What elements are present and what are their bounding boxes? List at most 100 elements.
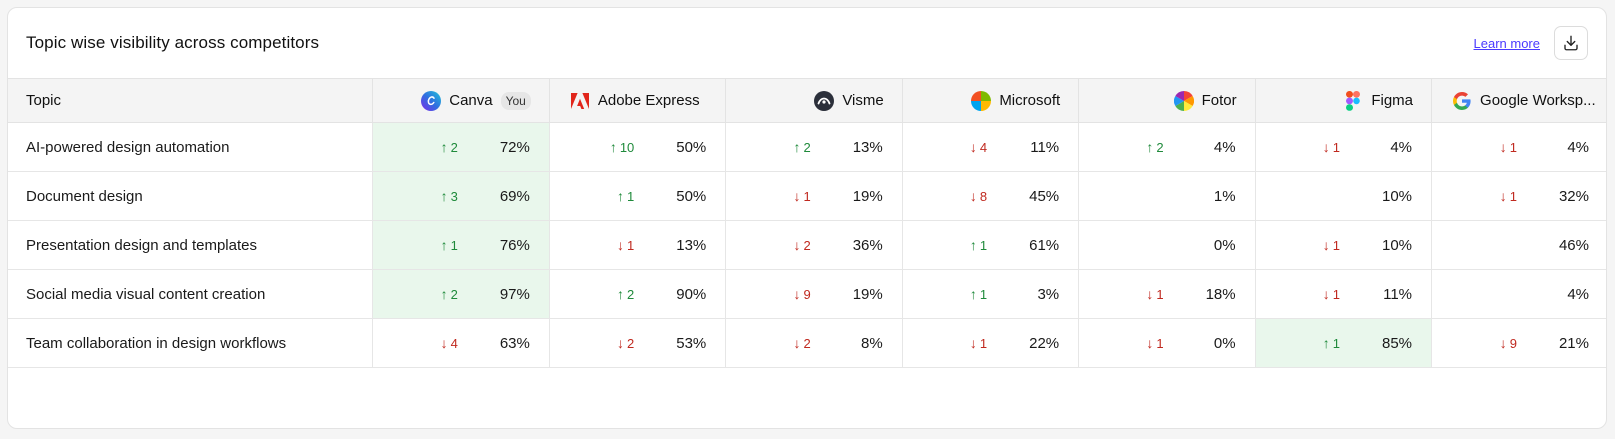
- visibility-cell: ↓ 8 45%: [902, 171, 1080, 221]
- visibility-percent: 63%: [499, 334, 530, 352]
- visibility-percent: 22%: [1029, 334, 1060, 352]
- canva-logo-icon: [421, 90, 442, 111]
- arrow-up-icon: ↑: [440, 237, 448, 253]
- competitor-name: Fotor: [1201, 92, 1237, 109]
- column-header-figma[interactable]: Figma: [1255, 78, 1433, 123]
- topic-cell: AI-powered design automation: [8, 122, 374, 172]
- delta-indicator: ↑ 3: [441, 188, 458, 204]
- visibility-percent: 4%: [1390, 138, 1413, 156]
- visibility-cell: ↑ 1 61%: [902, 220, 1080, 270]
- column-header-adobe-express[interactable]: Adobe Express: [549, 78, 727, 123]
- visibility-percent: 8%: [861, 334, 883, 352]
- topic-cell: Document design: [8, 171, 374, 221]
- visibility-percent: 36%: [852, 236, 883, 254]
- visibility-percent: 50%: [676, 187, 707, 205]
- visibility-cell: ↑ 10 50%: [549, 122, 727, 172]
- delta-value: 3: [450, 188, 458, 204]
- arrow-up-icon: ↑: [609, 139, 617, 155]
- visibility-percent: 19%: [852, 187, 883, 205]
- delta-value: 2: [1156, 139, 1164, 155]
- visibility-cell: ↓ 1 18%: [1078, 269, 1256, 319]
- arrow-down-icon: ↓: [440, 335, 448, 351]
- visibility-cell: 10%: [1255, 171, 1433, 221]
- delta-value: 2: [803, 335, 811, 351]
- visibility-cell: ↓ 4 63%: [372, 318, 550, 368]
- delta-indicator: ↑ 1: [970, 237, 987, 253]
- arrow-up-icon: ↑: [617, 286, 625, 302]
- visibility-cell: 1%: [1078, 171, 1256, 221]
- visibility-percent: 90%: [676, 285, 707, 303]
- visibility-percent: 10%: [1382, 236, 1413, 254]
- arrow-up-icon: ↑: [793, 139, 801, 155]
- delta-value: 1: [1332, 286, 1341, 302]
- arrow-down-icon: ↓: [793, 335, 801, 351]
- download-button[interactable]: [1554, 26, 1588, 60]
- arrow-down-icon: ↓: [1322, 237, 1330, 253]
- visibility-cell: ↑ 2 4%: [1078, 122, 1256, 172]
- delta-indicator: ↓ 1: [793, 188, 810, 204]
- delta-indicator: ↓ 1: [1146, 286, 1163, 302]
- visibility-cell: ↓ 2 36%: [725, 220, 903, 270]
- competitor-name: Adobe Express: [597, 92, 700, 109]
- delta-indicator: ↑ 1: [1323, 335, 1340, 351]
- visibility-percent: 0%: [1213, 236, 1236, 254]
- column-header-google-workspace[interactable]: Google Worksp...: [1431, 78, 1606, 123]
- visibility-cell: ↓ 1 11%: [1255, 269, 1433, 319]
- delta-indicator: ↑ 1: [617, 188, 634, 204]
- delta-value: 2: [627, 286, 635, 302]
- delta-indicator: ↑ 2: [793, 139, 810, 155]
- delta-value: 1: [979, 335, 988, 351]
- adobe-express-logo-icon: [570, 91, 590, 111]
- arrow-down-icon: ↓: [969, 335, 977, 351]
- column-header-canva[interactable]: Canva You: [372, 78, 550, 123]
- visibility-cell: ↓ 1 32%: [1431, 171, 1606, 221]
- delta-value: 9: [1509, 335, 1517, 351]
- delta-indicator: ↓ 9: [1500, 335, 1517, 351]
- topic-cell: Team collaboration in design workflows: [8, 318, 374, 368]
- column-header-fotor[interactable]: Fotor: [1078, 78, 1256, 123]
- visibility-percent: 3%: [1037, 285, 1060, 303]
- delta-value: 2: [450, 139, 458, 155]
- microsoft-logo-icon: [971, 90, 992, 111]
- visibility-cell: ↑ 2 97%: [372, 269, 550, 319]
- delta-indicator: ↓ 1: [1146, 335, 1163, 351]
- topic-cell: Social media visual content creation: [8, 269, 374, 319]
- visibility-percent: 46%: [1558, 236, 1589, 254]
- fotor-logo-icon: [1173, 90, 1194, 111]
- figma-logo-icon: [1343, 90, 1363, 111]
- delta-indicator: ↓ 4: [970, 139, 987, 155]
- topic-column-header[interactable]: Topic: [8, 78, 374, 123]
- visibility-cell: ↓ 9 19%: [725, 269, 903, 319]
- header-actions: Learn more: [1474, 26, 1588, 60]
- visibility-cell: ↓ 2 8%: [725, 318, 903, 368]
- delta-indicator: ↓ 1: [1323, 139, 1340, 155]
- visibility-percent: 4%: [1213, 138, 1236, 156]
- table-row: Document design ↑ 3 69% ↑ 1 50% ↓ 1 19% ↓ 8 45% 1% 10%…: [8, 171, 1606, 221]
- delta-indicator: ↑ 2: [441, 286, 458, 302]
- delta-value: 1: [1332, 335, 1341, 351]
- visibility-cell: ↓ 1 4%: [1255, 122, 1433, 172]
- competitor-name: Google Worksp...: [1480, 92, 1596, 109]
- visibility-percent: 11%: [1030, 138, 1060, 156]
- visibility-cell: ↑ 1 76%: [372, 220, 550, 270]
- learn-more-link[interactable]: Learn more: [1473, 35, 1540, 51]
- visibility-cell: ↓ 1 22%: [902, 318, 1080, 368]
- competitor-name: Visme: [842, 92, 884, 109]
- delta-indicator: ↑ 2: [1146, 139, 1163, 155]
- delta-value: 1: [627, 188, 635, 204]
- delta-value: 1: [1156, 335, 1164, 351]
- delta-value: 2: [803, 139, 811, 155]
- delta-value: 1: [627, 237, 635, 253]
- visibility-percent: 0%: [1213, 334, 1236, 352]
- delta-indicator: ↑ 2: [617, 286, 634, 302]
- arrow-down-icon: ↓: [969, 188, 977, 204]
- arrow-down-icon: ↓: [1499, 335, 1507, 351]
- visibility-cell: ↓ 4 11%: [902, 122, 1080, 172]
- column-header-visme[interactable]: Visme: [725, 78, 903, 123]
- arrow-down-icon: ↓: [1322, 286, 1330, 302]
- delta-indicator: ↓ 1: [1500, 188, 1517, 204]
- delta-value: 1: [1509, 139, 1517, 155]
- delta-value: 10: [619, 139, 635, 155]
- column-header-microsoft[interactable]: Microsoft: [902, 78, 1080, 123]
- arrow-down-icon: ↓: [793, 286, 801, 302]
